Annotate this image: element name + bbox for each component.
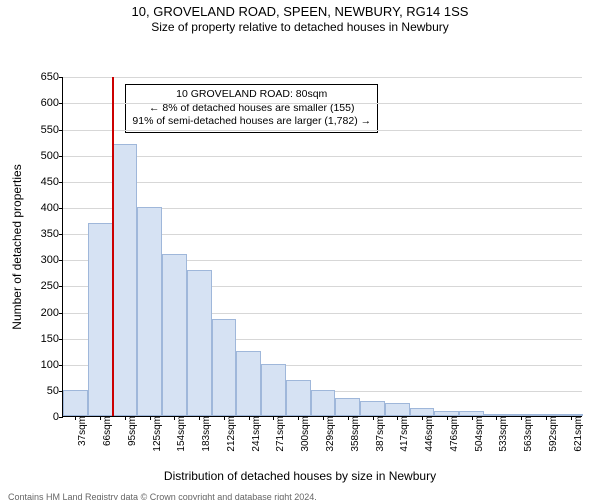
x-tick-label: 621sqm bbox=[571, 416, 584, 452]
x-tick-label: 241sqm bbox=[249, 416, 262, 452]
grid-line bbox=[63, 77, 582, 78]
x-tick-label: 271sqm bbox=[273, 416, 286, 452]
footer-text: Contains HM Land Registry data © Crown c… bbox=[0, 491, 600, 500]
y-tick-label: 600 bbox=[41, 97, 63, 109]
histogram-bar bbox=[88, 223, 113, 417]
y-tick-label: 300 bbox=[41, 254, 63, 266]
grid-line bbox=[63, 130, 582, 131]
x-tick-label: 592sqm bbox=[546, 416, 559, 452]
x-axis-label: Distribution of detached houses by size … bbox=[0, 469, 600, 483]
y-axis-label: Number of detached properties bbox=[10, 165, 24, 330]
x-tick-label: 329sqm bbox=[323, 416, 336, 452]
grid-line bbox=[63, 103, 582, 104]
y-tick-label: 350 bbox=[41, 228, 63, 240]
x-tick-label: 417sqm bbox=[397, 416, 410, 452]
annotation-line: 91% of semi-detached houses are larger (… bbox=[132, 115, 371, 129]
x-tick-label: 504sqm bbox=[472, 416, 485, 452]
y-tick-label: 0 bbox=[53, 411, 63, 423]
x-tick-label: 563sqm bbox=[521, 416, 534, 452]
histogram-bar bbox=[212, 319, 237, 416]
histogram-bar bbox=[187, 270, 212, 416]
plot-area: 10 GROVELAND ROAD: 80sqm← 8% of detached… bbox=[62, 77, 582, 417]
x-tick-label: 212sqm bbox=[224, 416, 237, 452]
histogram-bar bbox=[113, 144, 138, 416]
y-tick-label: 650 bbox=[41, 71, 63, 83]
chart-titles: 10, GROVELAND ROAD, SPEEN, NEWBURY, RG14… bbox=[0, 0, 600, 35]
y-tick-label: 150 bbox=[41, 333, 63, 345]
histogram-bar bbox=[63, 390, 88, 416]
x-tick-label: 125sqm bbox=[150, 416, 163, 452]
x-tick-label: 533sqm bbox=[496, 416, 509, 452]
title-line-1: 10, GROVELAND ROAD, SPEEN, NEWBURY, RG14… bbox=[0, 4, 600, 20]
grid-line bbox=[63, 182, 582, 183]
y-tick-label: 200 bbox=[41, 307, 63, 319]
histogram-bar bbox=[162, 254, 187, 416]
grid-line bbox=[63, 156, 582, 157]
histogram-bar bbox=[311, 390, 336, 416]
annotation-line: 10 GROVELAND ROAD: 80sqm bbox=[132, 88, 371, 102]
y-tick-label: 400 bbox=[41, 202, 63, 214]
histogram-bar bbox=[286, 380, 311, 417]
x-tick-label: 358sqm bbox=[348, 416, 361, 452]
x-tick-label: 95sqm bbox=[125, 416, 138, 446]
y-tick-label: 100 bbox=[41, 359, 63, 371]
x-tick-label: 387sqm bbox=[373, 416, 386, 452]
x-tick-label: 154sqm bbox=[174, 416, 187, 452]
y-tick-label: 550 bbox=[41, 124, 63, 136]
annotation-box: 10 GROVELAND ROAD: 80sqm← 8% of detached… bbox=[125, 84, 378, 133]
footer-line-1: Contains HM Land Registry data © Crown c… bbox=[8, 491, 600, 500]
x-tick-label: 300sqm bbox=[298, 416, 311, 452]
histogram-bar bbox=[261, 364, 286, 416]
x-tick-label: 446sqm bbox=[422, 416, 435, 452]
y-tick-label: 250 bbox=[41, 280, 63, 292]
histogram-bar bbox=[360, 401, 385, 417]
y-tick-label: 450 bbox=[41, 176, 63, 188]
x-tick-label: 183sqm bbox=[199, 416, 212, 452]
histogram-bar bbox=[335, 398, 360, 416]
x-tick-label: 66sqm bbox=[100, 416, 113, 446]
histogram-bar bbox=[137, 207, 162, 416]
x-tick-label: 37sqm bbox=[75, 416, 88, 446]
title-line-2: Size of property relative to detached ho… bbox=[0, 20, 600, 35]
y-tick-label: 500 bbox=[41, 150, 63, 162]
reference-line bbox=[112, 77, 114, 416]
x-tick-label: 476sqm bbox=[447, 416, 460, 452]
y-tick-label: 50 bbox=[47, 385, 63, 397]
histogram-bar bbox=[236, 351, 261, 416]
histogram-bar bbox=[385, 403, 410, 416]
